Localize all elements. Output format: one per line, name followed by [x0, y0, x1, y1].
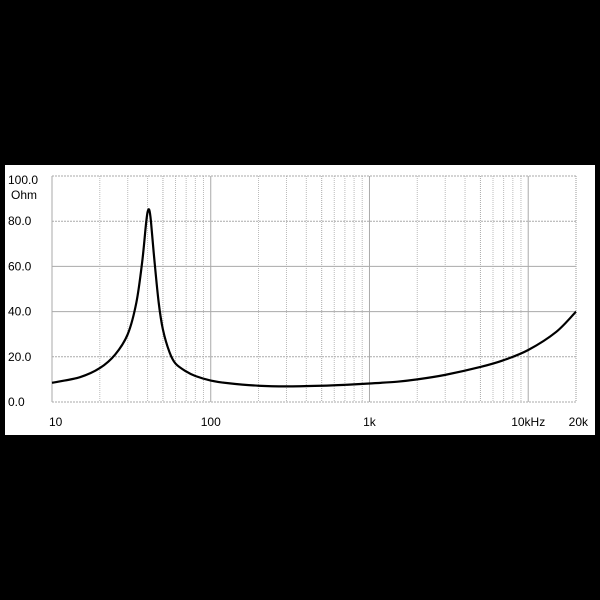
y-tick-label: 20.0 [8, 350, 32, 364]
chart-panel: 0.0 20.0 40.0 60.0 80.0 100.0 10 100 1k 10kHz 20k… [5, 165, 595, 435]
impedance-chart: 0.0 20.0 40.0 60.0 80.0 100.0 10 100 1k 10kHz 20k… [8, 173, 589, 429]
y-tick-label: 60.0 [8, 259, 32, 273]
y-tick-label: 40.0 [8, 305, 32, 319]
y-tick-label: 80.0 [8, 214, 32, 228]
x-tick-label: 10 [49, 415, 63, 429]
y-tick-label: 0.0 [8, 395, 25, 409]
x-tick-label: 1k [363, 415, 377, 429]
x-tick-label: 100 [201, 415, 221, 429]
grid [51, 175, 577, 403]
y-ticks: 0.0 20.0 40.0 60.0 80.0 100.0 [8, 173, 38, 409]
impedance-curve [51, 208, 577, 388]
x-ticks: 10 100 1k 10kHz 20k [49, 415, 589, 429]
y-axis-label: Ohm [11, 188, 37, 202]
x-tick-label: 10kHz [511, 415, 545, 429]
x-tick-label: 20k [569, 415, 589, 429]
y-tick-label: 100.0 [8, 173, 38, 187]
